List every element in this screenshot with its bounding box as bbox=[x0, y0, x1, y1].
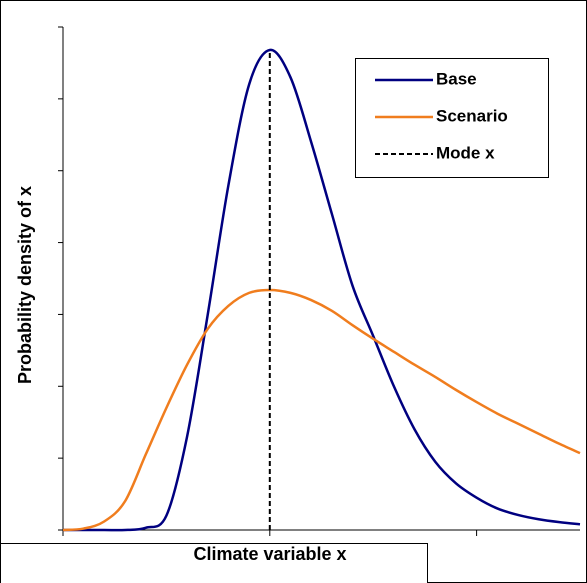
legend-label: Scenario bbox=[436, 106, 508, 125]
legend-label: Mode x bbox=[436, 143, 495, 162]
series-line bbox=[62, 48, 581, 532]
text-box bbox=[0, 543, 428, 583]
series-line bbox=[62, 288, 581, 532]
y-axis-label: Probability density of x bbox=[15, 186, 35, 384]
legend-label: Base bbox=[436, 69, 477, 88]
x-axis-label: Climate variable x bbox=[193, 544, 346, 564]
